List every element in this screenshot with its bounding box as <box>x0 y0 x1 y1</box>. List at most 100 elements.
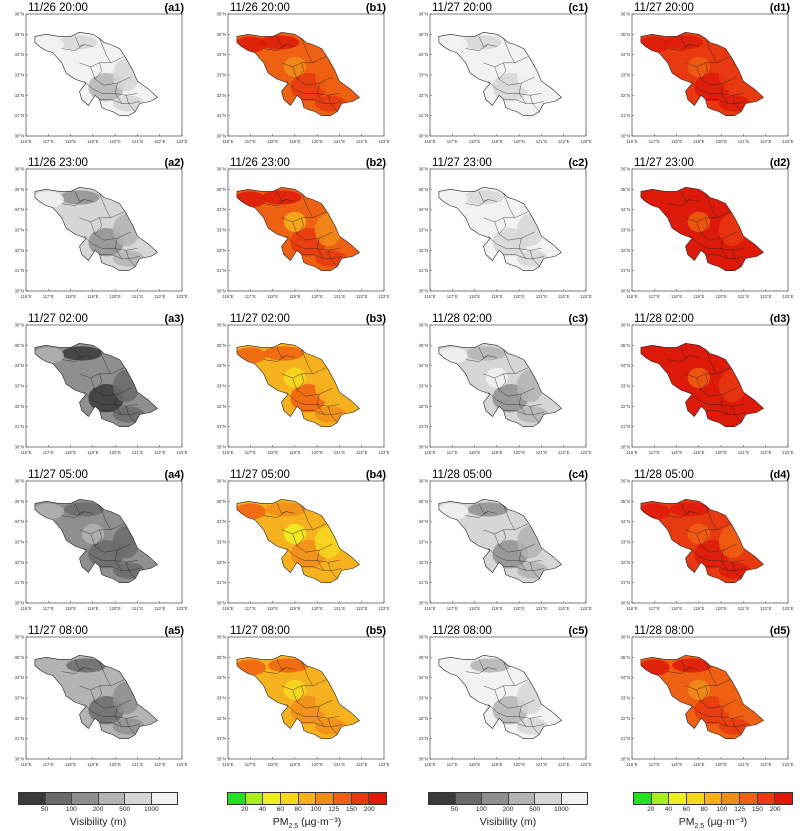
lat-tick-label: 35°N <box>621 187 630 192</box>
city-boundary <box>487 80 542 96</box>
visibility-field <box>34 499 158 583</box>
pm25-colorbar <box>227 792 387 805</box>
colorbar-tick-label: 500 <box>119 806 131 813</box>
lon-tick-label: 123°E <box>378 139 390 144</box>
lon-tick-label: 120°E <box>109 294 121 299</box>
visibility-ticks: 50 100 200 500 1000 <box>18 806 178 816</box>
lat-tick-label: 33°N <box>419 384 428 389</box>
city-boundary <box>281 367 327 379</box>
lon-tick-label: 120°E <box>109 139 121 144</box>
lat-tick-label: 34°N <box>15 675 24 680</box>
lon-tick-label: 116°E <box>20 139 31 144</box>
lon-tick-label: 122°E <box>154 450 166 455</box>
lon-tick-label: 119°E <box>491 139 502 144</box>
lon-tick-label: 118°E <box>267 762 278 767</box>
lat-tick-label: 35°N <box>419 32 428 37</box>
city-boundary <box>301 349 313 374</box>
city-boundary <box>732 406 742 423</box>
colorbar-tick-label: 1000 <box>144 806 159 813</box>
lon-tick-label: 116°E <box>424 762 435 767</box>
city-boundary <box>292 377 333 397</box>
city-boundary <box>296 62 305 80</box>
city-boundary <box>700 685 709 703</box>
lat-tick-label: 32°N <box>621 404 630 409</box>
lon-tick-label: 121°E <box>334 762 346 767</box>
city-boundary <box>74 659 84 670</box>
city-boundary <box>94 685 103 703</box>
lon-tick-label: 119°E <box>87 450 98 455</box>
lat-tick-label: 30°N <box>217 601 226 606</box>
city-boundary <box>494 689 535 709</box>
city-boundary <box>99 505 111 530</box>
lat-tick-label: 35°N <box>217 32 226 37</box>
map-panel-c4: 116°E 117°E 118°E 119°E 120°E 121°E 122°E 123°E… <box>408 469 598 617</box>
lon-tick-label: 117°E <box>245 606 256 611</box>
pm25-legend-left: 20 40 60 80 100 125 150 200 PM2.5 (µg·m⁻³) <box>227 792 387 830</box>
city-boundary <box>114 706 122 727</box>
colorbar-tick-label: 500 <box>529 806 541 813</box>
lon-tick-label: 123°E <box>378 450 390 455</box>
lat-tick-label: 36°N <box>15 12 24 17</box>
lat-tick-label: 32°N <box>217 404 226 409</box>
lat-tick-label: 32°N <box>621 248 630 253</box>
city-boundary <box>667 355 699 362</box>
lon-tick-label: 120°E <box>109 762 121 767</box>
city-boundary <box>99 38 111 63</box>
map-svg: 116°E 117°E 118°E 119°E 120°E 121°E 122°E 123°E… <box>217 323 390 456</box>
city-boundary <box>503 661 515 686</box>
visibility-legend-title: Visibility (m) <box>479 816 537 828</box>
city-boundary <box>114 394 122 415</box>
lon-tick-label: 119°E <box>289 139 300 144</box>
map-svg: 116°E 117°E 118°E 119°E 120°E 121°E 122°E 123°E… <box>621 635 794 768</box>
panel-label: (b5) <box>365 625 386 637</box>
lat-tick-label: 36°N <box>217 479 226 484</box>
city-boundary <box>83 703 138 719</box>
province-boundary <box>438 342 562 427</box>
city-boundary <box>696 689 737 709</box>
map-svg: 116°E 117°E 118°E 119°E 120°E 121°E 122°E 123°E… <box>15 479 188 612</box>
lon-tick-label: 120°E <box>311 606 323 611</box>
panel-label: (a4) <box>164 469 184 481</box>
lat-tick-label: 34°N <box>15 519 24 524</box>
colorbar-swatch <box>455 793 482 804</box>
panel-time: 11/27 08:00 <box>230 625 290 637</box>
lat-tick-label: 34°N <box>621 519 630 524</box>
lat-tick-label: 36°N <box>217 635 226 640</box>
city-boundary <box>83 547 138 563</box>
lon-tick-label: 122°E <box>558 762 570 767</box>
lat-tick-label: 36°N <box>419 479 428 484</box>
city-boundary <box>61 355 93 362</box>
map-panel-d5: 116°E 117°E 118°E 119°E 120°E 121°E 122°E 123°E… <box>610 625 800 773</box>
province-boundary <box>640 342 764 427</box>
lon-tick-label: 120°E <box>715 762 727 767</box>
lon-tick-label: 121°E <box>132 450 144 455</box>
city-boundary <box>518 83 526 104</box>
city-boundary <box>689 703 744 719</box>
lat-tick-label: 36°N <box>15 635 24 640</box>
lat-tick-label: 33°N <box>621 228 630 233</box>
panel-label: (d3) <box>769 313 790 325</box>
city-boundary <box>292 689 333 709</box>
lat-tick-label: 35°N <box>15 343 24 348</box>
lat-tick-label: 33°N <box>419 540 428 545</box>
city-boundary <box>126 95 136 112</box>
lat-tick-label: 30°N <box>419 445 428 450</box>
lon-tick-label: 123°E <box>580 294 592 299</box>
colorbar-swatch <box>687 793 705 804</box>
city-boundary <box>114 238 122 259</box>
lon-tick-label: 118°E <box>671 606 682 611</box>
map-svg: 116°E 117°E 118°E 119°E 120°E 121°E 122°E 123°E… <box>621 12 794 145</box>
lat-tick-label: 36°N <box>621 167 630 172</box>
city-boundary <box>328 562 338 579</box>
lat-tick-label: 32°N <box>15 716 24 721</box>
colorbar-swatch <box>125 793 152 804</box>
lon-tick-label: 120°E <box>513 450 525 455</box>
lat-tick-label: 34°N <box>217 363 226 368</box>
pm25-legend-right: 20 40 60 80 100 125 150 200 PM2.5 (µg·m⁻³) <box>633 792 793 830</box>
map-svg: 116°E 117°E 118°E 119°E 120°E 121°E 122°E 123°E… <box>419 323 592 456</box>
lon-tick-label: 118°E <box>65 294 76 299</box>
city-boundary <box>465 199 497 206</box>
lat-tick-label: 33°N <box>419 228 428 233</box>
lon-tick-label: 120°E <box>311 762 323 767</box>
lon-tick-label: 118°E <box>469 294 480 299</box>
